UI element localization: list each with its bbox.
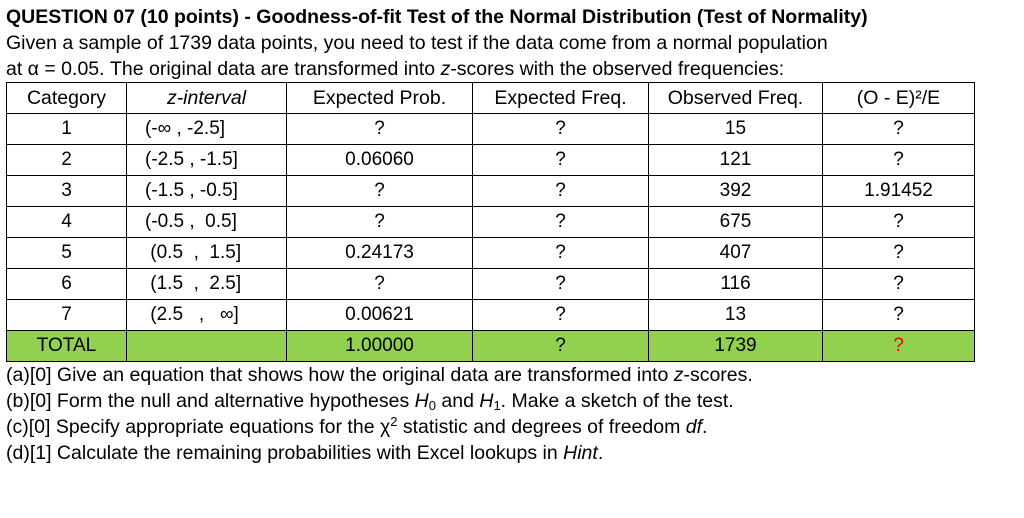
- observed-freq-cell: 392: [648, 175, 823, 207]
- expected-freq-cell: ?: [472, 113, 649, 145]
- total-row: TOTAL 1.00000 ? 1739 ?: [6, 330, 975, 362]
- question-title: QUESTION 07 (10 points) - Goodness-of-fi…: [6, 6, 868, 28]
- chi-component-cell: ?: [822, 299, 975, 331]
- expected-prob-cell: 0.06060: [286, 144, 473, 176]
- z-interval-cell: (1.5 , 2.5]: [126, 268, 287, 300]
- observed-freq-cell: 116: [648, 268, 823, 300]
- table-row: 5 (0.5 , 1.5] 0.24173? 407?: [6, 237, 975, 269]
- chi-component-cell: ?: [822, 113, 975, 145]
- expected-freq-cell: ?: [472, 206, 649, 238]
- category-cell: 4: [6, 206, 127, 238]
- z-interval-cell: (0.5 , 1.5]: [126, 237, 287, 269]
- chi-component-cell: ?: [822, 237, 975, 269]
- expected-freq-cell: ?: [472, 237, 649, 269]
- table-row: 3 (-1.5 , -0.5]?? 392 1.91452: [6, 175, 975, 207]
- category-cell: 5: [6, 237, 127, 269]
- category-cell: 1: [6, 113, 127, 145]
- question-d: (d)[1] Calculate the remaining probabili…: [6, 442, 604, 464]
- category-cell: 7: [6, 299, 127, 331]
- table-row: 4 (-0.5 , 0.5]?? 675?: [6, 206, 975, 238]
- total-prob: 1.00000: [286, 330, 473, 362]
- intro-line-2: at α = 0.05. The original data are trans…: [6, 56, 1018, 82]
- expected-prob-cell: 0.24173: [286, 237, 473, 269]
- expected-prob-cell: ?: [286, 206, 473, 238]
- observed-freq-cell: 13: [648, 299, 823, 331]
- total-label: TOTAL: [6, 330, 127, 362]
- intro-line-2-a: at α = 0.05. The original data are trans…: [6, 58, 441, 80]
- table-row: 1 (-∞ , -2.5]?? 15?: [6, 113, 975, 145]
- chi-component-cell: 1.91452: [822, 175, 975, 207]
- col-header-observed-freq: Observed Freq.: [648, 82, 823, 114]
- category-cell: 3: [6, 175, 127, 207]
- chi-component-cell: ?: [822, 206, 975, 238]
- expected-freq-cell: ?: [472, 268, 649, 300]
- table-row: 6 (1.5 , 2.5]?? 116?: [6, 268, 975, 300]
- total-observed-freq: 1739: [648, 330, 823, 362]
- total-chi: ?: [822, 330, 975, 362]
- z-interval-cell: (-0.5 , 0.5]: [126, 206, 287, 238]
- table-row: 7 (2.5 , ∞] 0.00621? 13?: [6, 299, 975, 331]
- observed-freq-cell: 675: [648, 206, 823, 238]
- table-header-row: Category z-interval Expected Prob. Expec…: [6, 82, 975, 114]
- expected-freq-cell: ?: [472, 144, 649, 176]
- expected-prob-cell: ?: [286, 175, 473, 207]
- expected-prob-cell: 0.00621: [286, 299, 473, 331]
- observed-freq-cell: 15: [648, 113, 823, 145]
- expected-freq-cell: ?: [472, 175, 649, 207]
- intro-line-2-z: z: [440, 58, 451, 80]
- col-header-z-interval: z-interval: [126, 82, 287, 114]
- intro-line-2-b: -scores with the observed frequencies:: [450, 58, 785, 80]
- question-b: (b)[0] Form the null and alternative hyp…: [6, 390, 734, 413]
- question-a: (a)[0] Give an equation that shows how t…: [6, 364, 753, 386]
- observed-freq-cell: 121: [648, 144, 823, 176]
- frequency-table: Category z-interval Expected Prob. Expec…: [6, 82, 975, 362]
- col-header-chi-component: (O - E)²/E: [822, 82, 975, 114]
- col-header-category: Category: [6, 82, 127, 114]
- total-z-cell: [126, 330, 287, 362]
- chi-component-cell: ?: [822, 144, 975, 176]
- question-c: (c)[0] Specify appropriate equations for…: [6, 414, 708, 438]
- intro-line-1: Given a sample of 1739 data points, you …: [6, 32, 828, 54]
- table-row: 2 (-2.5 , -1.5] 0.06060? 121?: [6, 144, 975, 176]
- total-expected-freq: ?: [472, 330, 649, 362]
- expected-freq-cell: ?: [472, 299, 649, 331]
- z-interval-cell: (-1.5 , -0.5]: [126, 175, 287, 207]
- category-cell: 6: [6, 268, 127, 300]
- expected-prob-cell: ?: [286, 268, 473, 300]
- z-interval-cell: (-2.5 , -1.5]: [126, 144, 287, 176]
- question-document: QUESTION 07 (10 points) - Goodness-of-fi…: [6, 4, 1018, 466]
- category-cell: 2: [6, 144, 127, 176]
- observed-freq-cell: 407: [648, 237, 823, 269]
- z-interval-cell: (2.5 , ∞]: [126, 299, 287, 331]
- z-interval-cell: (-∞ , -2.5]: [126, 113, 287, 145]
- col-header-expected-freq: Expected Freq.: [472, 82, 649, 114]
- expected-prob-cell: ?: [286, 113, 473, 145]
- col-header-expected-prob: Expected Prob.: [286, 82, 473, 114]
- chi-component-cell: ?: [822, 268, 975, 300]
